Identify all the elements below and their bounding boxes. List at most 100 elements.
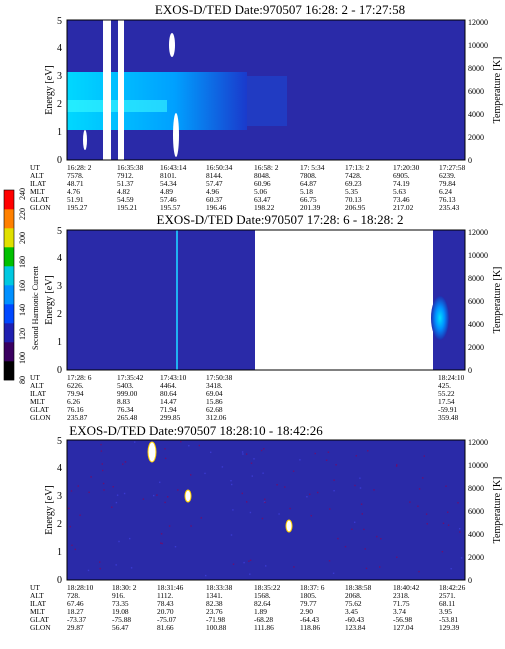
noise-speck: [299, 459, 301, 461]
panel-2-y2tick-2: 4000: [468, 320, 484, 329]
noise-speck: [425, 513, 428, 515]
noise-speck: [164, 457, 167, 460]
panel-2-ytick-4: 4: [57, 253, 62, 264]
table-cell: 62.68: [206, 405, 223, 414]
noise-speck: [242, 453, 244, 455]
panel-1-ytick-1: 1: [57, 127, 62, 138]
noise-speck: [153, 494, 155, 497]
colorbar-tick-100: 100: [18, 352, 27, 364]
noise-speck: [327, 451, 330, 453]
table-cell: 79.84: [439, 179, 456, 188]
table-cell: 6.24: [439, 187, 452, 196]
colorbar-tick-140: 140: [18, 304, 27, 316]
table-cell: 60.96: [254, 179, 271, 188]
table-cell: 19.08: [112, 607, 129, 616]
table-cell: 18:37: 6: [300, 583, 325, 592]
panel-2-frame: [66, 229, 466, 371]
table-cell: 17:50:38: [206, 373, 233, 382]
panel-3-frame: [66, 439, 466, 581]
panel-3-y2tick-2: 4000: [468, 530, 484, 539]
panel-2-y2tick-1: 2000: [468, 343, 484, 352]
noise-speck: [245, 453, 248, 455]
panel-3-row-label-mlt: MLT: [30, 607, 45, 616]
noise-speck: [418, 488, 421, 490]
noise-speck: [243, 561, 245, 564]
panel-3-y2-ticks: 0 2000 4000 6000 8000 10000 12000: [468, 438, 488, 585]
panel-1-ytick-5: 5: [57, 16, 62, 27]
panel-3-y2tick-0: 0: [468, 576, 472, 585]
panel-2-ytick-5: 5: [57, 226, 62, 237]
panel-3-col-5: 18:37: 6 1805. 79.77 2.90 -64.43 118.86: [300, 583, 325, 632]
table-cell: 54.59: [117, 195, 134, 204]
table-cell: 201.39: [300, 203, 321, 212]
table-cell: 76.34: [117, 405, 134, 414]
table-cell: 999.00: [117, 389, 138, 398]
table-cell: 18.27: [67, 607, 84, 616]
panel-2-col-4: 18:24:10 425. 55.22 17.54 -59.91 359.48: [438, 373, 465, 422]
noise-speck: [363, 528, 365, 531]
table-cell: 3418.: [206, 381, 223, 390]
panel-3-col-1: 18:30: 2 916. 73.35 19.08 -75.88 56.47: [112, 583, 137, 632]
noise-speck: [422, 477, 424, 479]
panel-1-plot-area: [66, 19, 466, 161]
noise-speck: [380, 538, 382, 540]
table-cell: 51.91: [67, 195, 84, 204]
table-cell: 79.77: [300, 599, 317, 608]
noise-speck: [264, 498, 266, 500]
panel-3-row-label-alt: ALT: [30, 591, 44, 600]
noise-speck: [160, 533, 163, 535]
panel-3-y2tick-1: 2000: [468, 553, 484, 562]
table-cell: 2318.: [393, 591, 410, 600]
panel-1-gap-2: [118, 20, 124, 160]
table-cell: 16:43:14: [160, 163, 187, 172]
noise-speck: [328, 560, 331, 562]
noise-speck: [310, 515, 312, 517]
table-cell: 6239.: [439, 171, 456, 180]
noise-speck: [459, 531, 461, 533]
noise-speck: [232, 563, 235, 565]
panel-1-blob-top: [169, 33, 175, 57]
table-cell: 5.35: [345, 187, 358, 196]
noise-speck: [260, 449, 263, 452]
panel-1-col-8: 17:27:58 6239. 79.84 6.24 76.13 235.43: [439, 163, 466, 212]
panel-1-y2tick-4: 8000: [468, 64, 484, 73]
panel-1-y2tick-0: 0: [468, 156, 472, 165]
panel-1-col-4: 16:58: 2 8048. 60.96 5.06 63.47 198.22: [254, 163, 279, 212]
panel-1-row-label-mlt: MLT: [30, 187, 45, 196]
table-cell: 8144.: [206, 171, 223, 180]
table-cell: 8.83: [117, 397, 130, 406]
colorbar-segment: [4, 266, 14, 286]
table-cell: 16:58: 2: [254, 163, 279, 172]
noise-speck: [102, 482, 105, 485]
noise-speck: [102, 469, 104, 472]
noise-speck: [231, 483, 233, 486]
panel-1-row-label-ut: UT: [30, 163, 40, 172]
table-cell: 17: 5:34: [300, 163, 325, 172]
table-cell: 100.88: [206, 623, 227, 632]
colorbar-segment: [4, 285, 14, 305]
table-cell: 60.37: [206, 195, 223, 204]
table-cell: 14.47: [160, 397, 177, 406]
table-cell: 195.21: [117, 203, 138, 212]
table-cell: 57.46: [160, 195, 177, 204]
table-cell: 312.06: [206, 413, 227, 422]
panel-3-row-label-ut: UT: [30, 583, 40, 592]
noise-speck: [156, 494, 158, 496]
table-cell: -60.43: [345, 615, 364, 624]
table-cell: 18:38:58: [345, 583, 372, 592]
noise-speck: [77, 485, 79, 487]
table-cell: 195.27: [67, 203, 88, 212]
table-cell: 70.13: [345, 195, 362, 204]
table-cell: 4.76: [67, 187, 80, 196]
noise-speck: [230, 534, 233, 536]
table-cell: 7912.: [117, 171, 134, 180]
panel-3-row-label-glon: GLON: [30, 623, 51, 632]
table-cell: 73.35: [112, 599, 129, 608]
table-cell: 2571.: [439, 591, 456, 600]
noise-speck: [99, 567, 101, 570]
colorbar-segment: [4, 247, 14, 267]
noise-speck: [395, 465, 398, 467]
panel-1-title: EXOS-D/TED Date:970507 16:28: 2 - 17:27:…: [155, 2, 405, 17]
noise-speck: [142, 498, 145, 500]
panel-2: EXOS-D/TED Date:970507 17:28: 6 - 18:28:…: [30, 212, 503, 422]
